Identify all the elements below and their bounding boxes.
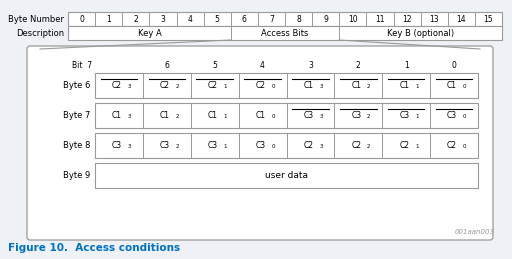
Text: 001aan003: 001aan003 [455,229,495,235]
Text: 1: 1 [223,145,227,149]
Text: 11: 11 [375,15,385,24]
Bar [95,133,478,158]
Text: C3: C3 [255,140,266,149]
Text: 6: 6 [242,15,247,24]
Text: 2: 2 [367,113,371,119]
Text: 3: 3 [127,145,131,149]
Text: 4: 4 [187,15,193,24]
Text: C2: C2 [255,81,266,90]
Text: 3: 3 [127,114,131,119]
Text: 4: 4 [260,61,265,69]
Text: 2: 2 [176,83,179,89]
Text: 13: 13 [430,15,439,24]
Text: Byte Number: Byte Number [8,15,64,24]
Text: C2: C2 [399,140,409,149]
Text: 12: 12 [402,15,412,24]
Text: 1: 1 [223,114,227,119]
Bar [95,163,478,188]
Text: 5: 5 [215,15,220,24]
Text: 3: 3 [319,145,323,149]
Text: 3: 3 [127,83,131,89]
Text: 0: 0 [463,113,466,119]
Bar [68,26,502,40]
Text: 0: 0 [463,83,466,89]
Text: C2: C2 [112,81,122,90]
Text: 5: 5 [212,61,217,69]
Text: 2: 2 [356,61,360,69]
Text: C1: C1 [447,81,457,90]
Text: 2: 2 [367,145,371,149]
Text: C2: C2 [208,81,218,90]
Text: C3: C3 [112,140,122,149]
Text: C1: C1 [160,111,170,119]
Text: 0: 0 [271,114,275,119]
Text: 6: 6 [164,61,169,69]
Text: 0: 0 [452,61,457,69]
Text: C3: C3 [160,140,170,149]
Text: 14: 14 [457,15,466,24]
Text: 3: 3 [319,113,323,119]
Text: 15: 15 [484,15,493,24]
Text: Bit  7: Bit 7 [72,61,92,69]
Text: 1: 1 [415,113,418,119]
Text: 2: 2 [176,145,179,149]
Text: Key A: Key A [138,28,161,38]
Text: 10: 10 [348,15,357,24]
Text: 3: 3 [160,15,165,24]
Text: C1: C1 [351,81,361,90]
Text: 3: 3 [319,83,323,89]
Text: Byte 7: Byte 7 [62,111,90,120]
Bar [95,103,478,128]
Text: user data: user data [265,171,308,180]
Text: 1: 1 [106,15,111,24]
Text: Byte 6: Byte 6 [62,81,90,90]
Text: 2: 2 [134,15,138,24]
Text: 2: 2 [367,83,371,89]
Text: C2: C2 [447,140,457,149]
Text: C3: C3 [208,140,218,149]
Text: Byte 9: Byte 9 [63,171,90,180]
Text: Access Bits: Access Bits [261,28,309,38]
Bar [68,12,502,26]
Text: C1: C1 [304,81,313,90]
Text: 9: 9 [323,15,328,24]
Text: 7: 7 [269,15,274,24]
Text: Figure 10.  Access conditions: Figure 10. Access conditions [8,243,180,253]
Text: 3: 3 [308,61,313,69]
FancyBboxPatch shape [27,46,493,240]
Text: 0: 0 [271,83,275,89]
Text: C1: C1 [112,111,122,119]
Bar [95,73,478,98]
Text: 8: 8 [296,15,301,24]
Text: 0: 0 [463,145,466,149]
Text: C2: C2 [351,140,361,149]
Text: C3: C3 [447,111,457,119]
Text: 0: 0 [271,145,275,149]
Text: Description: Description [16,28,64,38]
Text: Key B (optional): Key B (optional) [387,28,454,38]
Text: 1: 1 [415,145,418,149]
Text: 1: 1 [404,61,409,69]
Text: C3: C3 [399,111,409,119]
Text: C1: C1 [399,81,409,90]
Text: 0: 0 [79,15,84,24]
Text: 1: 1 [415,83,418,89]
Text: 2: 2 [176,114,179,119]
Text: C3: C3 [351,111,361,119]
Text: C2: C2 [304,140,313,149]
Text: C2: C2 [160,81,170,90]
Text: 1: 1 [223,83,227,89]
Text: Byte 8: Byte 8 [62,141,90,150]
Text: C3: C3 [304,111,313,119]
Text: C1: C1 [208,111,218,119]
Text: C1: C1 [255,111,266,119]
